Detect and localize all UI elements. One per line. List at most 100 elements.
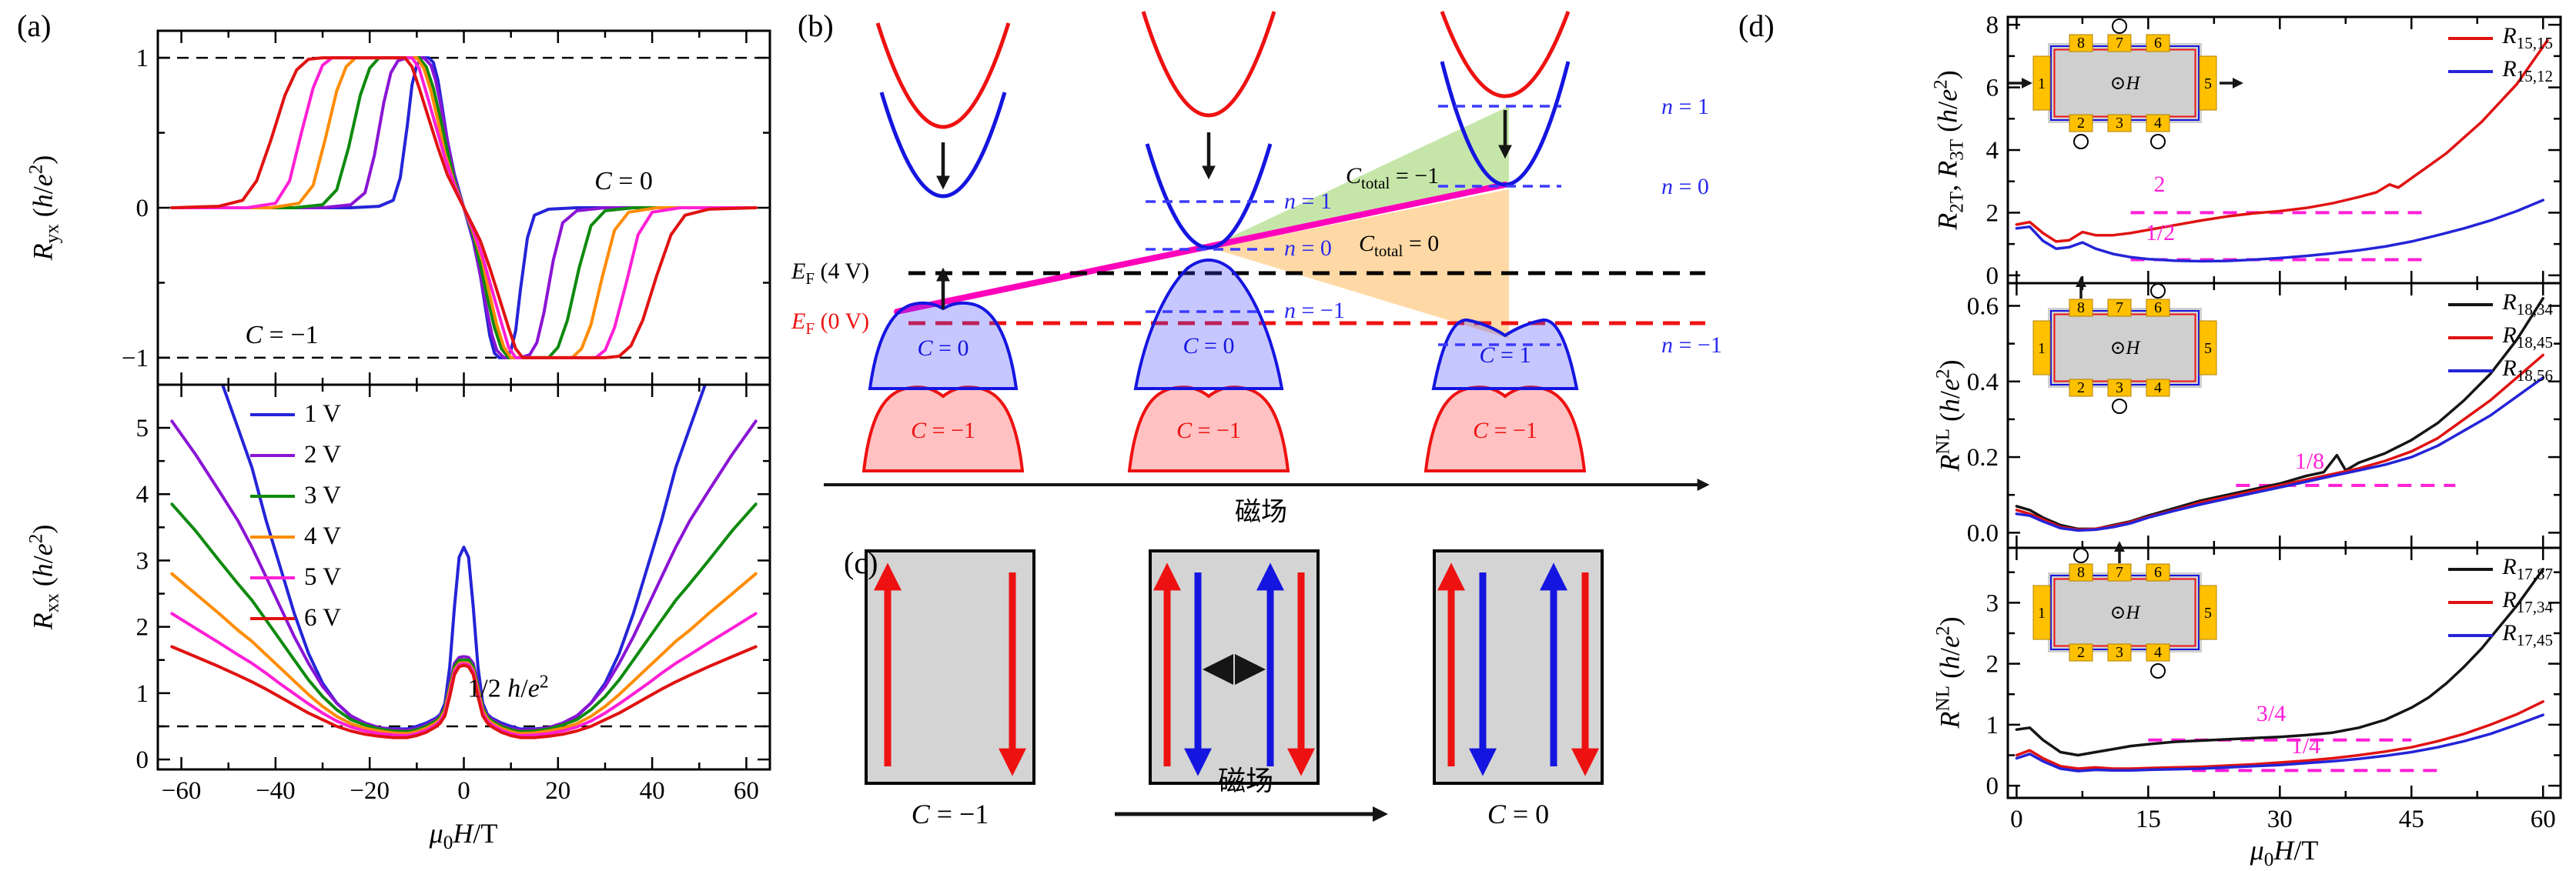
ryx-axis-label: Ryx (h/e2) bbox=[25, 155, 63, 261]
svg-text:−20: −20 bbox=[350, 777, 390, 805]
right-nm1-label: n = −1 bbox=[1661, 332, 1722, 358]
svg-text:0: 0 bbox=[136, 746, 149, 774]
legend-swatch bbox=[250, 453, 295, 457]
contact-pad bbox=[2069, 379, 2093, 397]
contact-pad bbox=[2146, 563, 2170, 582]
svg-text:0.2: 0.2 bbox=[1967, 444, 1999, 472]
panel-c-right-label: C = 0 bbox=[1487, 799, 1550, 829]
legend-label: 6 V bbox=[304, 604, 341, 632]
d3-legend: R17,87 R17,34 R17,45 bbox=[2448, 554, 2553, 650]
d2-legend: R18,34 R18,45 R18,56 bbox=[2448, 289, 2553, 385]
contact-pad bbox=[2107, 34, 2132, 52]
svg-text:4: 4 bbox=[1986, 137, 1999, 165]
legend-swatch bbox=[2448, 335, 2494, 339]
panel-b-field-axis-label: 磁场 bbox=[1235, 498, 1287, 527]
contact-number: 7 bbox=[2116, 564, 2123, 581]
red-valence-band bbox=[1423, 385, 1587, 472]
panel-c-field-label: 磁场 bbox=[1217, 766, 1274, 796]
legend-swatch bbox=[2448, 302, 2494, 306]
chart-rxx: −60 −40 −20 0 20 40 60 0 1 2 3 4 5 bbox=[136, 383, 771, 805]
data-series bbox=[2015, 199, 2544, 263]
device-inset: 8 2 7 3 6 4 1 5 ⊙H bbox=[2032, 541, 2217, 679]
mid-nm1-label: n = −1 bbox=[1284, 298, 1345, 323]
data-series bbox=[220, 385, 708, 731]
panel-a-xaxis-label: μ0H/T bbox=[429, 818, 498, 854]
blue-valence-band bbox=[1133, 259, 1284, 390]
svg-text:5: 5 bbox=[136, 415, 149, 442]
data-series bbox=[2015, 376, 2544, 532]
contact-pad bbox=[2107, 563, 2132, 582]
contact-pad bbox=[2032, 585, 2051, 640]
legend-label: R17,34 bbox=[2502, 587, 2553, 616]
sample-slab bbox=[1149, 549, 1320, 785]
c-total-0-region bbox=[1213, 189, 1509, 339]
contact-pad bbox=[2146, 379, 2170, 397]
contact-pad bbox=[2146, 34, 2170, 52]
legend-label: R15,15 bbox=[2502, 23, 2553, 52]
data-series bbox=[170, 502, 758, 733]
svg-text:0.6: 0.6 bbox=[1967, 292, 1999, 320]
red-valence-band bbox=[1127, 385, 1290, 472]
field-direction-symbol: ⊙H bbox=[2109, 602, 2141, 623]
field-direction-symbol: ⊙H bbox=[2109, 338, 2141, 359]
svg-text:0.0: 0.0 bbox=[1967, 519, 1999, 547]
right-c1-band-label: C = 1 bbox=[1479, 342, 1531, 368]
legend-swatch bbox=[2448, 36, 2494, 40]
legend-item: 5 V bbox=[250, 563, 341, 592]
svg-text:20: 20 bbox=[545, 777, 570, 805]
right-n1-label: n = 1 bbox=[1661, 94, 1709, 119]
hall-bar bbox=[2048, 308, 2202, 388]
legend-item: 3 V bbox=[250, 482, 341, 510]
voltmeter-symbol bbox=[2073, 548, 2089, 563]
contact-number: 4 bbox=[2154, 644, 2162, 661]
half-quantum-annotation: 1/2 h/e2 bbox=[467, 672, 549, 703]
svg-text:2: 2 bbox=[1986, 199, 1999, 227]
contact-number: 6 bbox=[2154, 564, 2162, 581]
voltmeter-symbol bbox=[2150, 283, 2166, 299]
sample-slab bbox=[865, 549, 1035, 785]
left-c0-band-label: C = 0 bbox=[917, 335, 969, 361]
contact-pad bbox=[2032, 55, 2051, 111]
d1-axis-label: R2T, R3T (h/e2) bbox=[1930, 70, 1968, 230]
svg-text:0: 0 bbox=[2010, 806, 2023, 833]
svg-text:−60: −60 bbox=[162, 777, 202, 805]
legend-item: R18,34 bbox=[2448, 289, 2553, 319]
legend-label: 4 V bbox=[304, 522, 341, 550]
legend-swatch bbox=[2448, 69, 2494, 73]
contact-number: 2 bbox=[2077, 379, 2085, 396]
chart-d2: 0.0 0.2 0.4 0.6 bbox=[1967, 282, 2562, 549]
legend-swatch bbox=[250, 616, 295, 620]
legend-swatch bbox=[2448, 600, 2494, 604]
panel-d-xaxis-label: μ0H/T bbox=[2250, 835, 2319, 871]
svg-text:30: 30 bbox=[2267, 806, 2293, 833]
data-series bbox=[2015, 38, 2549, 243]
data-series bbox=[2015, 700, 2544, 770]
contact-number: 5 bbox=[2204, 75, 2212, 92]
svg-text:1: 1 bbox=[136, 680, 149, 708]
right-n0-label: n = 0 bbox=[1661, 174, 1709, 199]
rxx-axis-label: Rxx (h/e2) bbox=[25, 524, 63, 630]
right-cm1-band-label: C = −1 bbox=[1473, 418, 1537, 443]
panel-c-left-label: C = −1 bbox=[911, 799, 989, 829]
contact-pad bbox=[2146, 299, 2170, 317]
contact-number: 3 bbox=[2116, 115, 2123, 132]
legend-item: R17,87 bbox=[2448, 554, 2553, 584]
panel-d-letter: (d) bbox=[1738, 8, 1775, 43]
data-series bbox=[170, 419, 758, 733]
legend-swatch bbox=[2448, 567, 2494, 571]
legend-label: 5 V bbox=[304, 563, 341, 591]
contact-number: 8 bbox=[2077, 299, 2085, 316]
legend-swatch bbox=[2448, 369, 2494, 372]
field-direction-symbol: ⊙H bbox=[2109, 73, 2141, 94]
contact-number: 1 bbox=[2038, 605, 2046, 622]
blue-valence-band bbox=[1431, 318, 1579, 390]
legend-swatch bbox=[250, 412, 295, 416]
legend-label: 1 V bbox=[304, 400, 341, 428]
svg-text:1: 1 bbox=[136, 45, 149, 72]
contact-pad bbox=[2069, 643, 2093, 662]
contact-number: 1 bbox=[2038, 75, 2046, 92]
contact-number: 7 bbox=[2116, 35, 2123, 52]
contact-pad bbox=[2107, 379, 2132, 397]
contact-number: 7 bbox=[2116, 299, 2123, 316]
